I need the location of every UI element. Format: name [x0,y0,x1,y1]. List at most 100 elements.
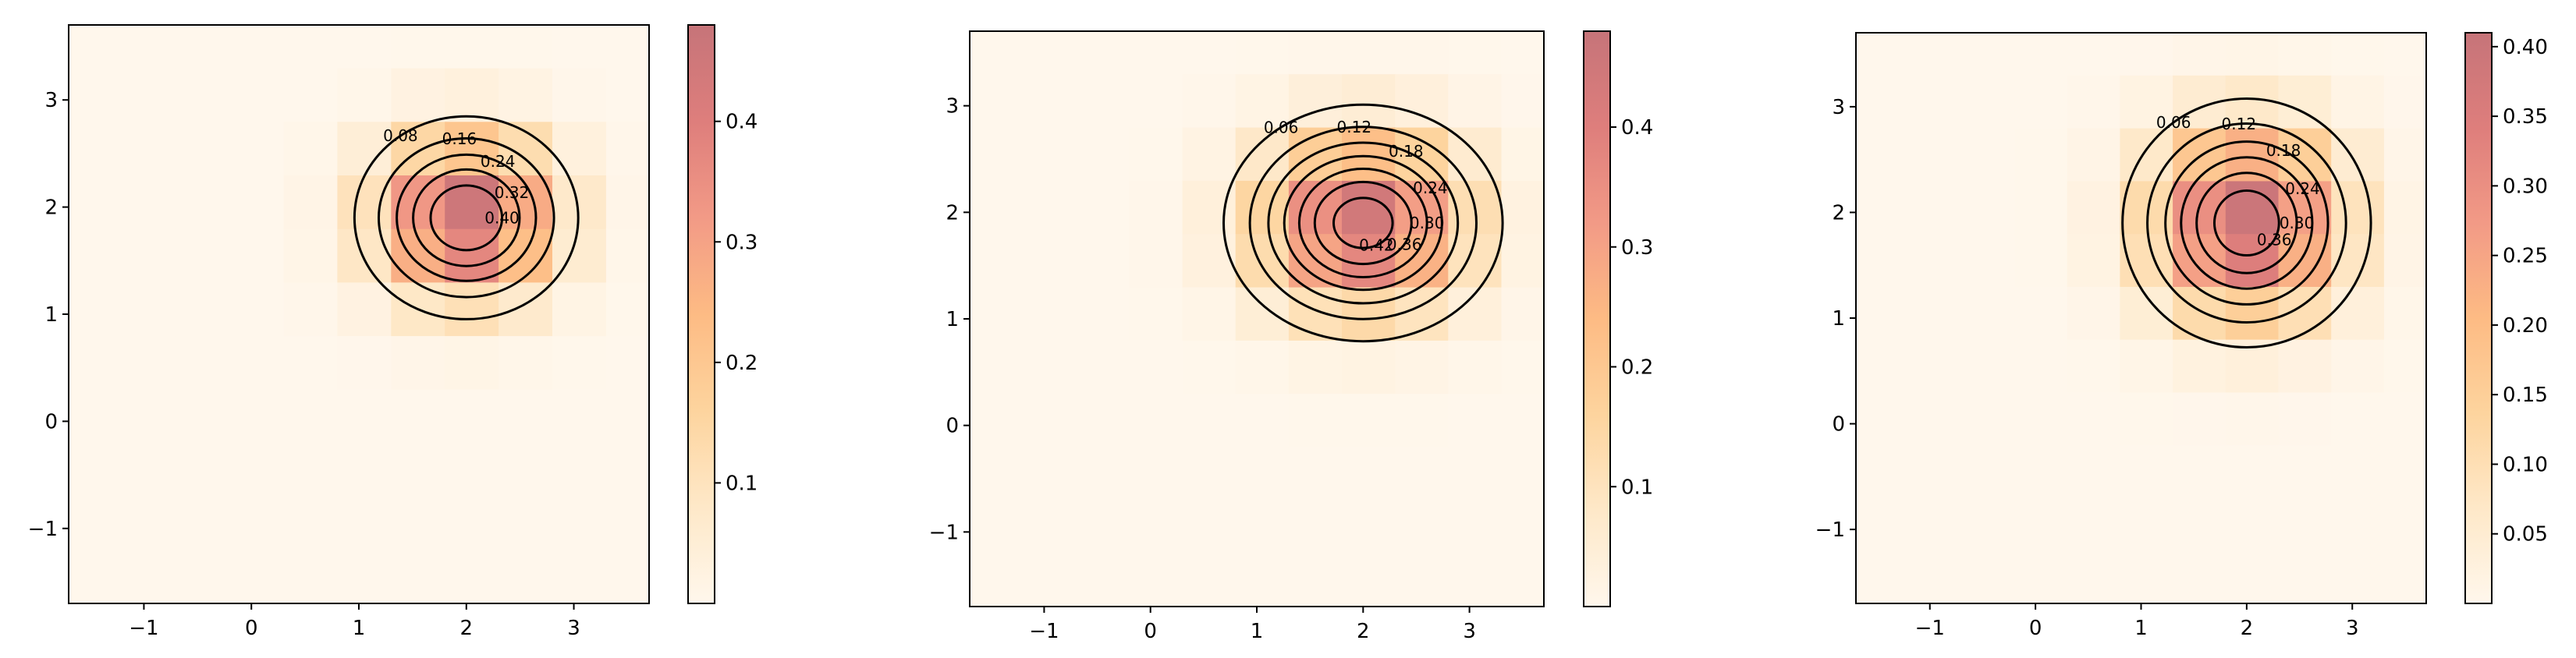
heatmap-cell [1395,127,1449,181]
heatmap-cell [499,389,553,444]
heatmap-cell [1235,553,1290,607]
heatmap-cell [1235,393,1290,448]
heatmap-cell [69,281,123,337]
heatmap-cell [2383,550,2426,603]
heatmap-cell [499,68,553,122]
heatmap-cell [1961,391,2015,446]
heatmap-cell [1076,127,1130,181]
heatmap-cell [176,442,231,497]
heatmap-cell [1129,233,1183,288]
y-tick-label: 3 [946,95,959,119]
heatmap-cell [1235,31,1290,75]
heatmap-cell [2331,128,2385,182]
heatmap-cell [1023,287,1077,341]
heatmap-cell [2173,444,2227,499]
heatmap-cell [552,68,607,122]
heatmap-cell [229,496,285,550]
heatmap-cell [552,550,607,603]
heatmap-cell [2014,391,2068,446]
heatmap-cell [337,550,392,603]
heatmap-cell [1501,340,1544,394]
heatmap-cell [2225,391,2280,446]
y-tick-label: −1 [929,521,959,544]
colorbar [2464,32,2493,604]
heatmap-cell [229,389,285,444]
heatmap-cell [337,175,392,229]
heatmap-cell [445,228,499,283]
heatmap-cell [2383,75,2426,129]
heatmap-cell [2225,180,2280,235]
heatmap-cell [1129,500,1183,554]
heatmap-cell [499,496,553,550]
heatmap-cell [1182,393,1237,448]
heatmap-cell [2014,339,2068,393]
heatmap-cell [2225,550,2280,603]
heatmap-cell [1023,233,1077,288]
heatmap-cell [2120,128,2173,182]
heatmap-cell [283,25,339,69]
chart-panel-2: 0.06 0.120.180.240.300.360.42−1 0 1 2 3−10123… [929,30,1653,643]
heatmap-cell [552,25,607,69]
heatmap-cell [1076,233,1130,288]
heatmap-cell [2120,33,2173,76]
heatmap-cell [2331,33,2385,76]
heatmap-cell [2173,33,2227,76]
heatmap-cell [2067,75,2120,129]
heatmap-cell [1395,553,1449,607]
colorbar-tick-label: 0.2 [726,352,758,375]
heatmap-cell [1288,287,1343,341]
y-tick-label: 3 [44,89,58,112]
heatmap-cell [122,25,177,69]
heatmap-cell [391,442,445,497]
heatmap-cell [1448,553,1502,607]
heatmap-cell [2383,180,2426,235]
heatmap-cell [1023,127,1077,181]
heatmap-cell [2014,286,2068,340]
heatmap-cell [1961,180,2015,235]
heatmap-cell [2067,444,2120,499]
heatmap-cell [1023,31,1077,75]
heatmap-cell [1961,233,2015,287]
heatmap-cell [1288,31,1343,75]
heatmap-cell [1448,500,1502,554]
contour-label: 0.16 [442,129,477,148]
contour-line [377,137,555,299]
heatmap-cell [1076,340,1130,394]
contour-label: 0.18 [2266,141,2301,160]
heatmap-cell [2383,128,2426,182]
heatmap-cell [69,121,123,175]
heatmap-cell [1501,553,1544,607]
heatmap-cell [283,335,339,390]
heatmap-cell [229,175,285,229]
heatmap-cell [1961,75,2015,129]
heatmap-cell [1182,127,1237,181]
heatmap-cell [445,496,499,550]
contour-label: 0.18 [1389,142,1424,161]
heatmap-cell [1235,340,1290,394]
heatmap-cell [2383,339,2426,393]
heatmap-cell [176,496,231,550]
heatmap-cell [69,335,123,390]
heatmap-cell [1235,447,1290,501]
heatmap-cell [2173,339,2227,393]
heatmap-cell [2278,75,2332,129]
heatmap-cell [552,335,607,390]
heatmap-cell [605,389,649,444]
heatmap-cell [1076,393,1130,448]
heatmap-cell [1182,500,1237,554]
heatmap-cell [1023,340,1077,394]
heatmap-cell [176,121,231,175]
heatmap-cell [2067,339,2120,393]
heatmap-cell [2225,497,2280,551]
heatmap-cell [2278,444,2332,499]
heatmap-cell [1342,500,1396,554]
heatmap-cell [1288,340,1343,394]
heatmap-cell [2120,339,2173,393]
x-tick-label: 0 [245,617,258,640]
heatmap-cell [499,550,553,603]
heatmap-cell [229,228,285,283]
x-tick-label: 1 [353,617,366,640]
heatmap-cell [970,73,1024,128]
heatmap-cell [2383,233,2426,287]
